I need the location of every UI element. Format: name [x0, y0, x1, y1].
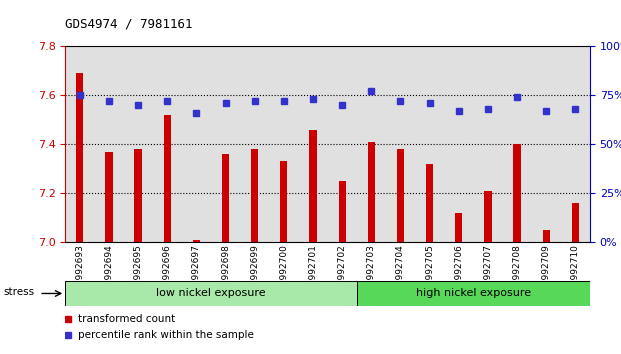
Bar	[65, 281, 356, 306]
Bar	[543, 230, 550, 242]
Bar	[338, 181, 346, 242]
Bar	[426, 164, 433, 242]
Bar	[484, 191, 492, 242]
Bar	[356, 281, 590, 306]
Bar	[368, 142, 375, 242]
Bar	[572, 203, 579, 242]
Text: high nickel exposure: high nickel exposure	[416, 289, 531, 298]
Bar	[251, 149, 258, 242]
Text: transformed count: transformed count	[78, 314, 175, 325]
Bar	[309, 130, 317, 242]
Text: percentile rank within the sample: percentile rank within the sample	[78, 330, 253, 341]
Text: low nickel exposure: low nickel exposure	[156, 289, 266, 298]
Bar	[76, 73, 83, 242]
Bar	[280, 161, 288, 242]
Bar	[397, 149, 404, 242]
Bar	[193, 240, 200, 242]
Bar	[222, 154, 229, 242]
Bar	[514, 144, 521, 242]
Bar	[106, 152, 112, 242]
Bar	[163, 115, 171, 242]
Bar	[134, 149, 142, 242]
Text: stress: stress	[3, 287, 34, 297]
Text: GDS4974 / 7981161: GDS4974 / 7981161	[65, 18, 193, 31]
Bar	[455, 213, 463, 242]
